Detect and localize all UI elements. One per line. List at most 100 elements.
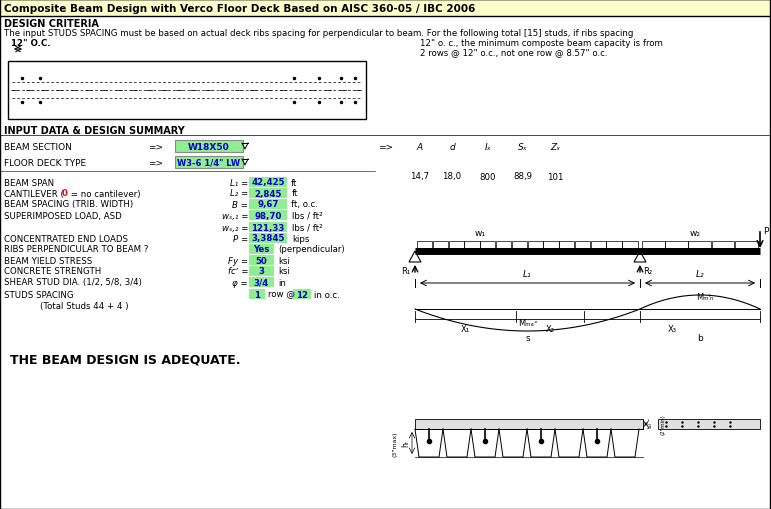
Text: L₁ =: L₁ = [230, 178, 248, 187]
Text: Sₓ: Sₓ [518, 142, 528, 151]
Text: =>: => [148, 158, 163, 167]
Text: ft: ft [291, 178, 298, 187]
Text: INPUT DATA & DESIGN SUMMARY: INPUT DATA & DESIGN SUMMARY [4, 126, 185, 136]
Bar [249, 211, 287, 220]
Text: 9,67: 9,67 [258, 200, 279, 209]
Text: 0: 0 [62, 189, 68, 198]
Text: Mₘₐˣ: Mₘₐˣ [517, 318, 537, 327]
Bar [249, 222, 287, 233]
Text: CONCENTRATED END LOADS: CONCENTRATED END LOADS [4, 234, 128, 243]
Bar [293, 290, 311, 299]
Text: BEAM SECTION: BEAM SECTION [4, 142, 72, 151]
Text: 101: 101 [547, 172, 564, 181]
Text: in: in [278, 278, 286, 287]
Text: 1: 1 [254, 290, 260, 299]
Text: lbs / ft²: lbs / ft² [292, 223, 322, 232]
Text: 3,3845: 3,3845 [251, 234, 284, 243]
Bar [464, 242, 480, 251]
Text: FLOOR DECK TYPE: FLOOR DECK TYPE [4, 158, 86, 167]
Text: X₁: X₁ [461, 324, 470, 333]
Text: 12" O.C.: 12" O.C. [11, 39, 51, 48]
Bar [735, 242, 757, 251]
Text: = no cantilever): = no cantilever) [68, 189, 140, 198]
Text: wₛ,₂ =: wₛ,₂ = [221, 223, 248, 232]
Text: DESIGN CRITERIA: DESIGN CRITERIA [4, 19, 99, 29]
Text: BEAM SPAN: BEAM SPAN [4, 178, 54, 187]
Text: Zₓ: Zₓ [550, 142, 560, 151]
Bar [249, 189, 287, 199]
Text: lbs / ft²: lbs / ft² [292, 211, 322, 220]
Bar [249, 244, 274, 254]
Text: 18,0: 18,0 [443, 172, 462, 181]
Text: SHEAR STUD DIA. (1/2, 5/8, 3/4): SHEAR STUD DIA. (1/2, 5/8, 3/4) [4, 278, 142, 287]
Text: hᵣ: hᵣ [401, 440, 410, 446]
Bar [689, 242, 711, 251]
Text: =>: => [378, 142, 393, 151]
Bar [249, 267, 274, 276]
Text: 50: 50 [256, 256, 268, 265]
Text: 42,425: 42,425 [251, 178, 284, 187]
Bar [449, 242, 464, 251]
Bar [249, 256, 274, 266]
Bar [175, 157, 243, 168]
Text: w₂: w₂ [690, 229, 701, 238]
Bar [544, 242, 558, 251]
Text: L₂ =: L₂ = [230, 189, 248, 198]
Bar [249, 234, 287, 243]
Bar [496, 242, 511, 251]
Text: BEAM YIELD STRESS: BEAM YIELD STRESS [4, 256, 93, 265]
Text: 121,33: 121,33 [251, 223, 284, 232]
Text: =>: => [148, 142, 163, 151]
Text: 98,70: 98,70 [254, 211, 281, 220]
Text: The input STUDS SPACING must be based on actual deck ribs spacing for perpendicu: The input STUDS SPACING must be based on… [4, 29, 633, 38]
Text: w₁: w₁ [475, 229, 486, 238]
Text: 2 rows @ 12" o.c., not one row @ 8.57" o.c.: 2 rows @ 12" o.c., not one row @ 8.57" o… [420, 48, 608, 58]
Text: STUDS SPACING: STUDS SPACING [4, 290, 73, 299]
Text: (Total Studs 44 + 4 ): (Total Studs 44 + 4 ) [40, 302, 129, 311]
Text: R₂: R₂ [643, 267, 652, 276]
Text: R₁: R₁ [401, 267, 410, 276]
Bar [607, 242, 621, 251]
Bar [591, 242, 606, 251]
Text: wₛ,₁ =: wₛ,₁ = [221, 211, 248, 220]
Bar [559, 242, 574, 251]
Bar [658, 419, 760, 429]
Text: THE BEAM DESIGN IS ADEQUATE.: THE BEAM DESIGN IS ADEQUATE. [10, 353, 241, 366]
Bar [665, 242, 688, 251]
Text: s: s [525, 333, 530, 343]
Bar [249, 277, 274, 288]
Text: row @: row @ [268, 290, 295, 299]
Bar [249, 290, 265, 299]
Text: 2,845: 2,845 [254, 189, 281, 198]
Text: Yes: Yes [254, 245, 270, 254]
Text: ksi: ksi [278, 267, 290, 276]
Bar [8, 62, 366, 120]
Bar [527, 242, 543, 251]
Text: L₂: L₂ [695, 269, 705, 278]
Text: RIBS PERPENDICULAR TO BEAM ?: RIBS PERPENDICULAR TO BEAM ? [4, 245, 148, 254]
Text: L₁: L₁ [524, 269, 532, 278]
Text: BEAM SPACING (TRIB. WIDTH): BEAM SPACING (TRIB. WIDTH) [4, 200, 133, 209]
Text: fᴄʼ =: fᴄʼ = [227, 267, 248, 276]
Text: Composite Beam Design with Verco Floor Deck Based on AISC 360-05 / IBC 2006: Composite Beam Design with Verco Floor D… [4, 4, 476, 13]
Bar [512, 242, 527, 251]
Text: (perpendicular): (perpendicular) [278, 245, 345, 254]
Text: SUPERIMPOSED LOAD, ASD: SUPERIMPOSED LOAD, ASD [4, 211, 122, 220]
Text: Fy =: Fy = [228, 256, 248, 265]
Text: ft: ft [292, 189, 298, 198]
Text: CANTILEVER (: CANTILEVER ( [4, 189, 64, 198]
Bar [175, 140, 243, 153]
Text: b: b [697, 333, 703, 343]
Bar [712, 242, 734, 251]
Bar [480, 242, 496, 251]
Text: d: d [449, 142, 455, 151]
Bar [575, 242, 590, 251]
Bar [415, 419, 643, 429]
Text: (3"max): (3"max) [392, 431, 398, 456]
Text: 88,9: 88,9 [513, 172, 533, 181]
Text: W18X50: W18X50 [188, 142, 230, 151]
Bar [249, 200, 287, 210]
Text: 3/4: 3/4 [254, 278, 269, 287]
Bar [433, 242, 448, 251]
Bar [0, 0, 771, 17]
